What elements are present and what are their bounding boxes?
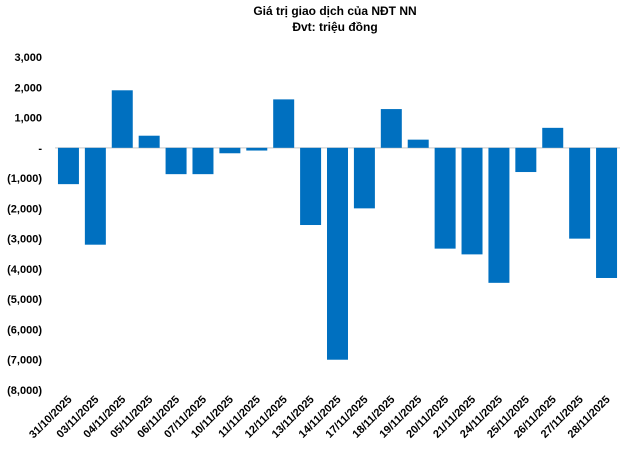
- bar-13/11/2025: [300, 147, 322, 226]
- y-tick-label: (5,000): [7, 294, 42, 306]
- bar-27/11/2025: [569, 147, 591, 239]
- bar-21/11/2025: [461, 147, 483, 255]
- bar-11/11/2025: [246, 147, 268, 151]
- bar-31/10/2025: [57, 147, 79, 185]
- bar-17/11/2025: [353, 147, 375, 209]
- bar-05/11/2025: [138, 135, 160, 148]
- y-tick-label: (7,000): [7, 355, 42, 367]
- y-tick-label: 3,000: [14, 52, 42, 64]
- y-tick-label: (8,000): [7, 385, 42, 397]
- y-tick-label: 2,000: [14, 82, 42, 94]
- bar-20/11/2025: [434, 147, 456, 249]
- y-tick-label: (2,000): [7, 203, 42, 215]
- y-tick-label: (3,000): [7, 234, 42, 246]
- bar-25/11/2025: [515, 147, 537, 173]
- bar-07/11/2025: [192, 147, 214, 175]
- bar-19/11/2025: [407, 139, 429, 148]
- bar-18/11/2025: [380, 109, 402, 148]
- y-tick-label: (4,000): [7, 264, 42, 276]
- bar-24/11/2025: [488, 147, 510, 283]
- bar-03/11/2025: [84, 147, 106, 245]
- bar-12/11/2025: [273, 99, 295, 148]
- y-tick-label: (6,000): [7, 324, 42, 336]
- bar-06/11/2025: [165, 147, 187, 175]
- bar-14/11/2025: [327, 147, 348, 360]
- bar-04/11/2025: [111, 90, 133, 148]
- bar-26/11/2025: [542, 127, 564, 148]
- y-tick-label: -: [38, 143, 42, 155]
- bar-10/11/2025: [219, 147, 241, 154]
- y-tick-label: 1,000: [14, 113, 42, 125]
- y-tick-label: (1,000): [7, 173, 42, 185]
- chart-subtitle: Đvt: triệu đồng: [292, 20, 377, 34]
- chart-title: Giá trị giao dịch của NĐT NN: [253, 4, 416, 18]
- bar-28/11/2025: [596, 147, 618, 278]
